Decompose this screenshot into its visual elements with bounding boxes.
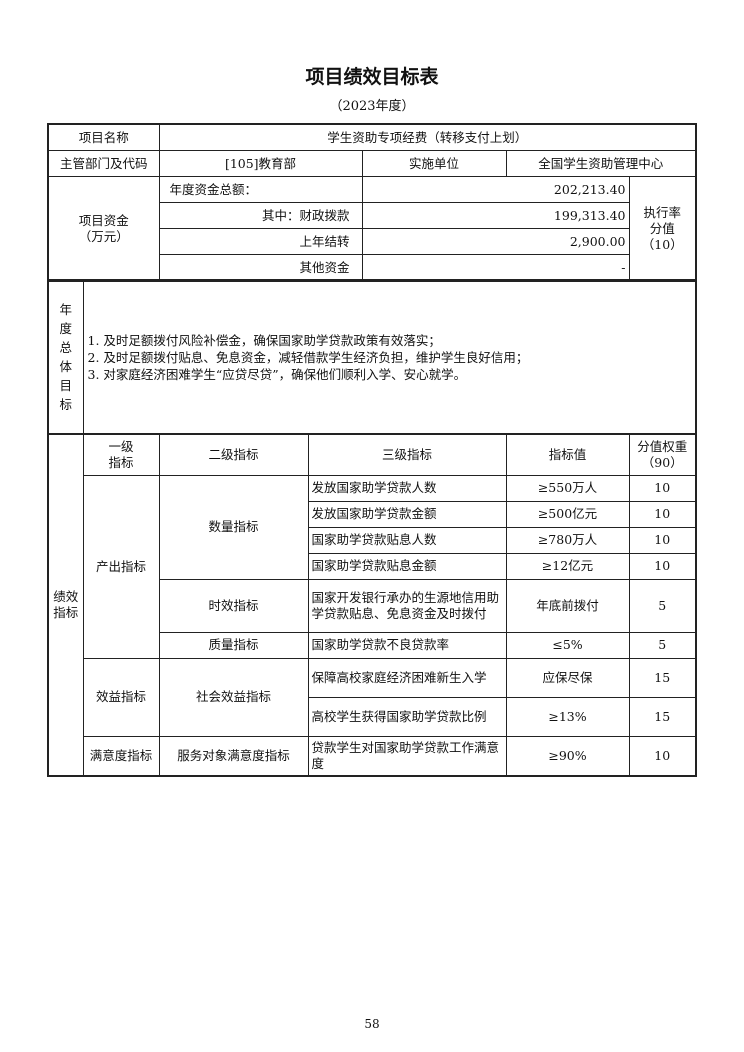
- level1-satisfaction: 满意度指标: [82, 735, 160, 777]
- indicator-name: 保障高校家庭经济困难新生入学: [307, 657, 507, 698]
- indicator-score: 10: [628, 526, 697, 554]
- fund-carryover-label: 上年结转: [158, 228, 363, 255]
- indicators-table: 绩效 指标 一级 指标 二级指标 三级指标 指标值 分值权重 （90） 产出指标…: [47, 433, 697, 777]
- header-weight: 分值权重 （90）: [628, 433, 697, 476]
- indicator-score: 15: [628, 657, 697, 698]
- indicator-score: 10: [628, 500, 697, 528]
- indicator-value: ≥90%: [505, 735, 630, 777]
- dept-label: 主管部门及代码: [47, 150, 160, 177]
- indicator-value: ≤5%: [505, 631, 630, 659]
- level2-quality: 质量指标: [158, 631, 309, 659]
- indicator-value: ≥500亿元: [505, 500, 630, 528]
- goal-line: 3. 对家庭经济困难学生“应贷尽贷”，确保他们顺利入学、安心就学。: [87, 366, 467, 382]
- indicator-score: 5: [628, 631, 697, 659]
- indicator-value: 应保尽保: [505, 657, 630, 698]
- indicator-name: 发放国家助学贷款人数: [307, 474, 507, 502]
- fund-other-value: -: [361, 254, 630, 282]
- fund-other-label: 其他资金: [158, 254, 363, 282]
- indicator-name: 国家助学贷款贴息人数: [307, 526, 507, 554]
- indicator-name: 贷款学生对国家助学贷款工作满意度: [307, 735, 507, 777]
- indicator-name: 高校学生获得国家助学贷款比例: [307, 696, 507, 737]
- page-number: 58: [364, 1017, 380, 1031]
- level1-benefit: 效益指标: [82, 657, 160, 737]
- indicator-score: 5: [628, 578, 697, 633]
- fund-fiscal-label: 其中：财政拨款: [158, 202, 363, 229]
- project-name: 学生资助专项经费（转移支付上划）: [158, 123, 697, 151]
- indicators-label: 绩效 指标: [47, 433, 84, 777]
- project-name-label: 项目名称: [47, 123, 160, 151]
- indicator-name: 发放国家助学贷款金额: [307, 500, 507, 528]
- header-value: 指标值: [505, 433, 630, 476]
- indicator-value: ≥12亿元: [505, 552, 630, 580]
- level2-social-benefit: 社会效益指标: [158, 657, 309, 737]
- page-title: 项目绩效目标表: [305, 66, 439, 88]
- impl-label: 实施单位: [361, 150, 507, 177]
- indicator-value: ≥13%: [505, 696, 630, 737]
- level1-output: 产出指标: [82, 474, 160, 659]
- dept-value: [105]教育部: [158, 150, 363, 177]
- header-level1: 一级 指标: [82, 433, 160, 476]
- funds-label: 项目资金 （万元）: [47, 176, 160, 282]
- header-level3: 三级指标: [307, 433, 507, 476]
- goals-table: 年 度 总 体 目 标 1. 及时足额拨付风险补偿金，确保国家助学贷款政策有效落…: [47, 279, 697, 435]
- header-level2: 二级指标: [158, 433, 309, 476]
- page-subtitle: （2023年度）: [329, 99, 415, 114]
- indicator-name: 国家开发银行承办的生源地信用助学贷款贴息、免息资金及时拨付: [307, 578, 507, 633]
- goal-line: 2. 及时足额拨付贴息、免息资金，减轻借款学生经济负担，维护学生良好信用；: [87, 349, 529, 365]
- indicator-name: 国家助学贷款贴息金额: [307, 552, 507, 580]
- indicator-score: 15: [628, 696, 697, 737]
- indicator-value: ≥550万人: [505, 474, 630, 502]
- goal-line: 1. 及时足额拨付风险补偿金，确保国家助学贷款政策有效落实；: [87, 332, 441, 348]
- exec-rate-label: 执行率 分值 （10）: [628, 176, 697, 282]
- fund-carryover-value: 2,900.00: [361, 228, 630, 255]
- indicator-name: 国家助学贷款不良贷款率: [307, 631, 507, 659]
- indicator-value: ≥780万人: [505, 526, 630, 554]
- fund-total-value: 202,213.40: [361, 176, 630, 203]
- fund-fiscal-value: 199,313.40: [361, 202, 630, 229]
- impl-value: 全国学生资助管理中心: [505, 150, 697, 177]
- goals-label: 年 度 总 体 目 标: [47, 279, 84, 435]
- indicator-score: 10: [628, 552, 697, 580]
- fund-total-label: 年度资金总额：: [158, 176, 363, 203]
- indicator-value: 年底前拨付: [505, 578, 630, 633]
- indicator-score: 10: [628, 474, 697, 502]
- level2-service-satisfaction: 服务对象满意度指标: [158, 735, 309, 777]
- level2-timeliness: 时效指标: [158, 578, 309, 633]
- project-info-table: 项目名称 学生资助专项经费（转移支付上划） 主管部门及代码 [105]教育部 实…: [47, 123, 698, 282]
- level2-quantity: 数量指标: [158, 474, 309, 580]
- goals-content: 1. 及时足额拨付风险补偿金，确保国家助学贷款政策有效落实； 2. 及时足额拨付…: [82, 279, 697, 435]
- indicator-score: 10: [628, 735, 697, 777]
